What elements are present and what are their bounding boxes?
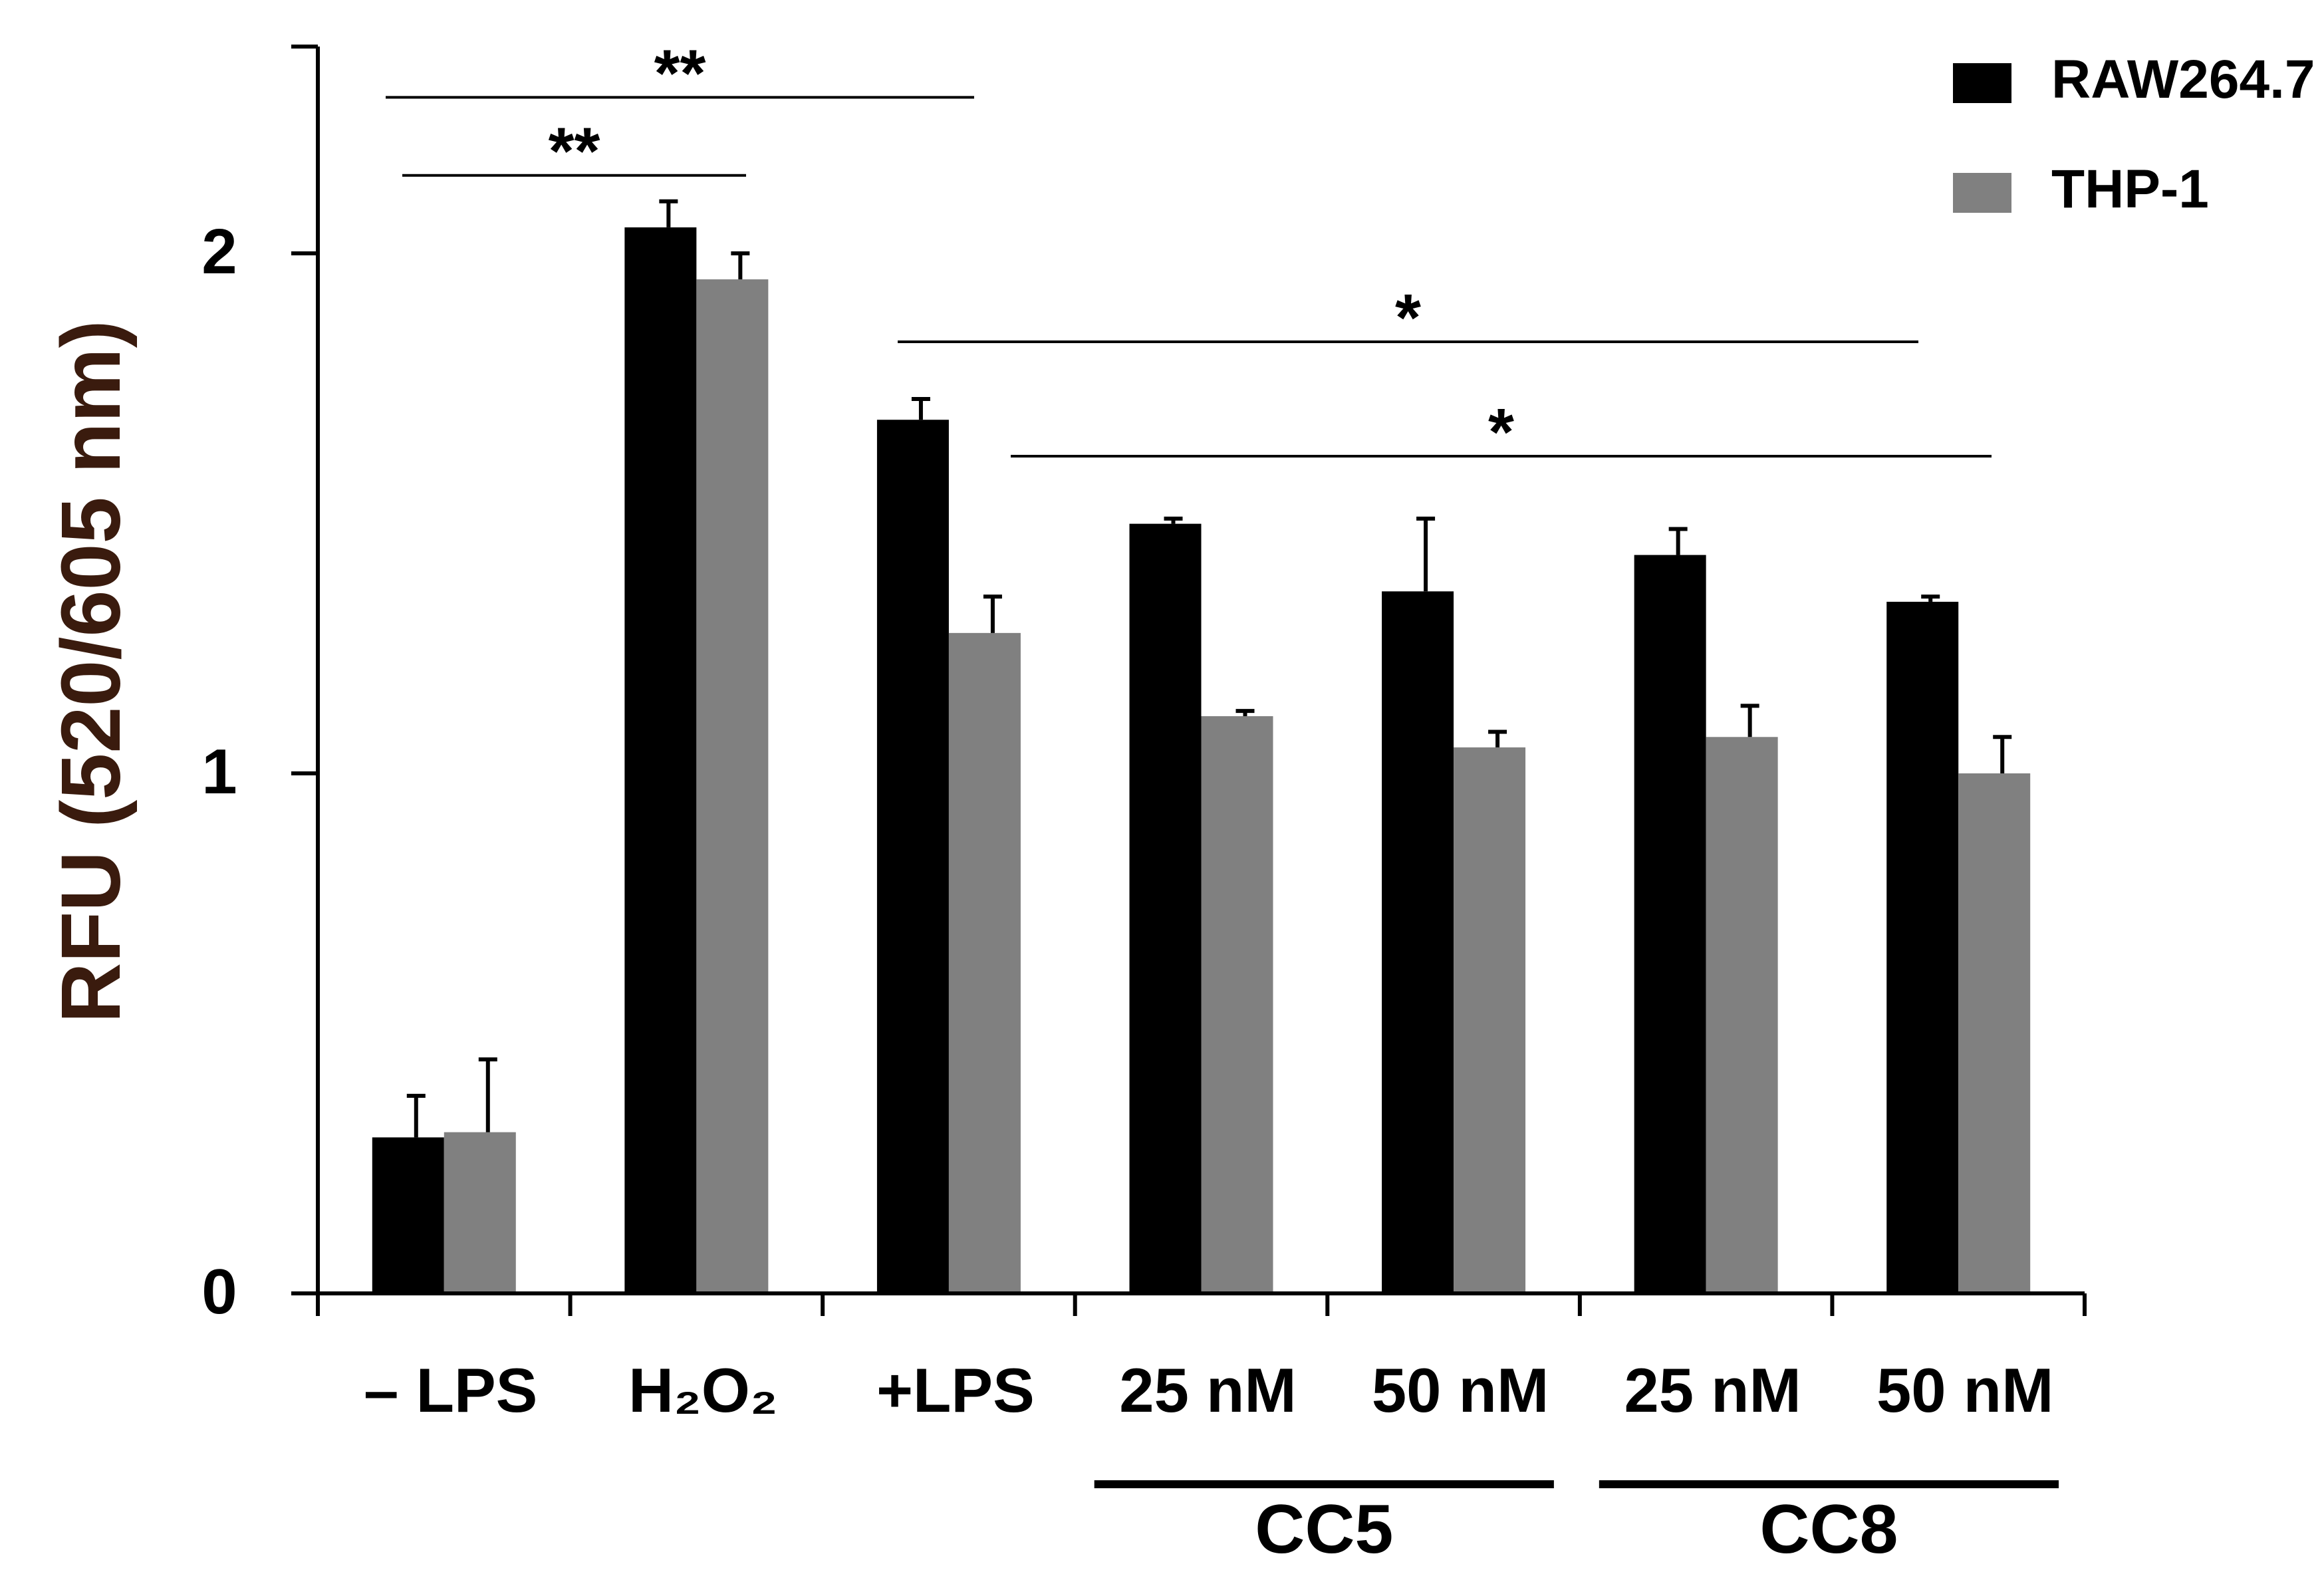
bar-raw264-7-1	[624, 227, 697, 1293]
x-category-label-3: 25 nM	[1119, 1355, 1296, 1425]
bar-raw264-7-6	[1886, 601, 1959, 1294]
axes-layer: 0 1 2 – LPS H₂O₂ +LPS 25 nM 50 nM 25 nM 50 nM CC5 C…	[201, 45, 2087, 1568]
group-label-1: CC8	[1759, 1491, 1898, 1568]
significance-layer: ******	[386, 36, 1992, 469]
y-tick-label-0: 0	[201, 1256, 237, 1327]
significance-label-2: *	[1395, 281, 1421, 355]
significance-label-3: *	[1488, 395, 1514, 469]
bar-thp-1-5	[1706, 737, 1778, 1293]
significance-label-0: **	[654, 36, 706, 110]
bar-raw264-7-4	[1382, 591, 1454, 1293]
x-category-label-0: – LPS	[364, 1355, 537, 1425]
legend: RAW264.7 THP-1	[1953, 49, 2315, 219]
bar-thp-1-2	[948, 632, 1021, 1293]
bar-raw264-7-5	[1634, 555, 1706, 1293]
x-category-label-4: 50 nM	[1372, 1355, 1549, 1425]
y-tick-label-1: 1	[201, 736, 237, 807]
x-category-label-2: +LPS	[876, 1355, 1035, 1425]
legend-label-1: THP-1	[2051, 159, 2209, 219]
x-category-label-6: 50 nM	[1876, 1355, 2053, 1425]
bar-thp-1-1	[696, 279, 769, 1294]
bar-raw264-7-3	[1129, 523, 1202, 1293]
y-axis-title: RFU (520/605 nm)	[44, 320, 138, 1023]
bar-thp-1-6	[1958, 773, 2031, 1293]
legend-swatch-1	[1953, 173, 2011, 213]
group-label-0: CC5	[1255, 1491, 1393, 1568]
legend-label-0: RAW264.7	[2051, 49, 2315, 110]
bar-thp-1-4	[1454, 747, 1526, 1293]
bar-thp-1-0	[444, 1132, 516, 1293]
x-category-label-1: H₂O₂	[628, 1355, 778, 1425]
legend-swatch-0	[1953, 63, 2011, 103]
error-bars-layer	[406, 199, 2012, 1138]
y-tick-label-2: 2	[201, 216, 237, 287]
bars-layer	[372, 227, 2031, 1294]
bar-raw264-7-0	[372, 1137, 444, 1293]
significance-label-1: **	[549, 114, 600, 189]
bar-raw264-7-2	[876, 420, 949, 1293]
bar-thp-1-3	[1201, 716, 1273, 1293]
x-category-label-5: 25 nM	[1624, 1355, 1801, 1425]
